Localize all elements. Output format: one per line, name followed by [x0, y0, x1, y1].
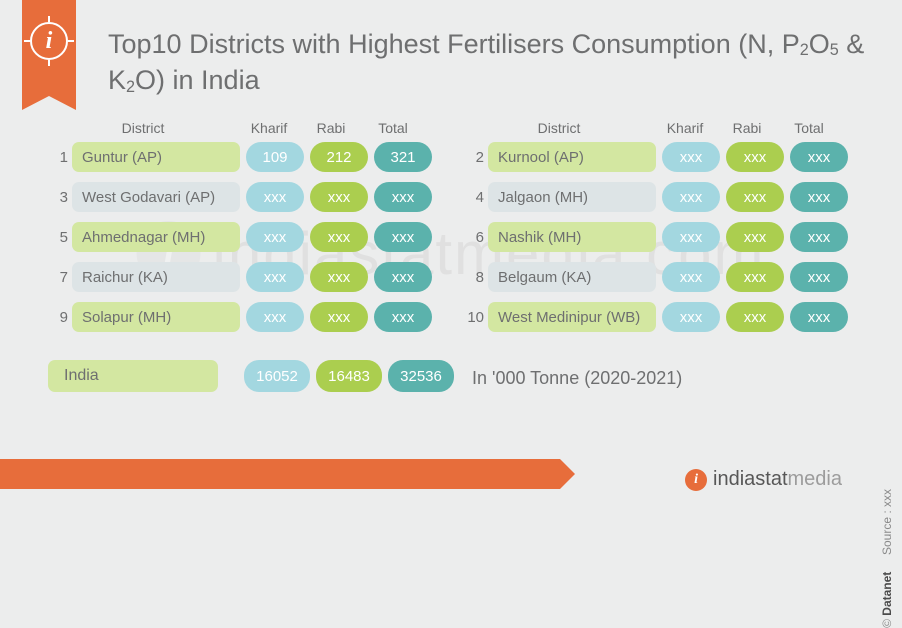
kharif-cell: xxx: [246, 182, 304, 212]
rank-cell: 10: [464, 309, 484, 326]
district-cell: Raichur (KA): [72, 262, 240, 292]
district-cell: Guntur (AP): [72, 142, 240, 172]
india-rabi-value: 16483: [316, 360, 382, 392]
kharif-cell: xxx: [662, 262, 720, 292]
kharif-cell: xxx: [662, 302, 720, 332]
district-cell: Ahmednagar (MH): [72, 222, 240, 252]
total-cell: xxx: [790, 182, 848, 212]
col-header-kharif: Kharif: [654, 120, 716, 136]
india-total-value: 32536: [388, 360, 454, 392]
total-cell: xxx: [374, 262, 432, 292]
kharif-cell: xxx: [246, 302, 304, 332]
col-header-total: Total: [362, 120, 424, 136]
rank-cell: 1: [48, 149, 68, 166]
kharif-cell: xxx: [662, 222, 720, 252]
table-header-row: District Kharif Rabi Total: [464, 120, 854, 136]
kharif-cell: xxx: [246, 222, 304, 252]
rank-cell: 5: [48, 229, 68, 246]
india-kharif-value: 16052: [244, 360, 310, 392]
source-sidebar: © Datanet Source : xxx: [880, 489, 894, 628]
total-cell: xxx: [790, 142, 848, 172]
table-row: 10West Medinipur (WB)xxxxxxxxx: [464, 302, 854, 332]
india-label: India: [48, 360, 218, 392]
district-cell: Jalgaon (MH): [488, 182, 656, 212]
total-cell: xxx: [790, 222, 848, 252]
kharif-cell: xxx: [662, 142, 720, 172]
total-cell: xxx: [374, 302, 432, 332]
rabi-cell: xxx: [310, 182, 368, 212]
table-row: 6Nashik (MH)xxxxxxxxx: [464, 222, 854, 252]
rabi-cell: xxx: [726, 262, 784, 292]
rank-cell: 7: [48, 269, 68, 286]
rank-cell: 3: [48, 189, 68, 206]
table-row: 7Raichur (KA)xxxxxxxxx: [48, 262, 438, 292]
table-row: 1Guntur (AP)109212321: [48, 142, 438, 172]
rabi-cell: xxx: [310, 222, 368, 252]
rabi-cell: xxx: [726, 182, 784, 212]
district-cell: Nashik (MH): [488, 222, 656, 252]
district-cell: Belgaum (KA): [488, 262, 656, 292]
rabi-cell: xxx: [726, 302, 784, 332]
brand-logo: i indiastatmedia: [685, 468, 842, 491]
rabi-cell: xxx: [310, 262, 368, 292]
total-cell: 321: [374, 142, 432, 172]
rank-cell: 8: [464, 269, 484, 286]
table-row: 4Jalgaon (MH)xxxxxxxxx: [464, 182, 854, 212]
info-icon: i: [30, 22, 68, 60]
total-cell: xxx: [790, 262, 848, 292]
total-cell: xxx: [374, 222, 432, 252]
rabi-cell: xxx: [726, 142, 784, 172]
col-header-district: District: [464, 120, 654, 136]
rabi-cell: xxx: [726, 222, 784, 252]
kharif-cell: xxx: [662, 182, 720, 212]
table-row: 3West Godavari (AP)xxxxxxxxx: [48, 182, 438, 212]
rabi-cell: 212: [310, 142, 368, 172]
district-cell: Solapur (MH): [72, 302, 240, 332]
unit-note: In '000 Tonne (2020-2021): [472, 368, 682, 389]
district-cell: West Godavari (AP): [72, 182, 240, 212]
data-table: District Kharif Rabi Total 1Guntur (AP)1…: [48, 120, 854, 342]
total-cell: xxx: [374, 182, 432, 212]
source-value: xxx: [880, 489, 894, 507]
rank-cell: 4: [464, 189, 484, 206]
page-title: Top10 Districts with Highest Fertilisers…: [108, 26, 902, 99]
rank-cell: 2: [464, 149, 484, 166]
rank-cell: 6: [464, 229, 484, 246]
col-header-total: Total: [778, 120, 840, 136]
total-cell: xxx: [790, 302, 848, 332]
district-cell: Kurnool (AP): [488, 142, 656, 172]
source-label: Source :: [880, 507, 894, 555]
col-header-rabi: Rabi: [716, 120, 778, 136]
table-row: 5Ahmednagar (MH)xxxxxxxxx: [48, 222, 438, 252]
rabi-cell: xxx: [310, 302, 368, 332]
india-summary-row: India 16052 16483 32536: [48, 360, 454, 392]
col-header-rabi: Rabi: [300, 120, 362, 136]
table-row: 8Belgaum (KA)xxxxxxxxx: [464, 262, 854, 292]
info-ribbon: i: [22, 0, 76, 96]
rank-cell: 9: [48, 309, 68, 326]
copyright-text: Datanet: [880, 572, 894, 616]
brand-icon: i: [685, 469, 707, 491]
table-row: 9Solapur (MH)xxxxxxxxx: [48, 302, 438, 332]
footer-accent-bar: [0, 459, 560, 489]
brand-text: indiastatmedia: [713, 468, 842, 491]
kharif-cell: 109: [246, 142, 304, 172]
col-header-kharif: Kharif: [238, 120, 300, 136]
district-cell: West Medinipur (WB): [488, 302, 656, 332]
table-row: 2Kurnool (AP)xxxxxxxxx: [464, 142, 854, 172]
kharif-cell: xxx: [246, 262, 304, 292]
table-header-row: District Kharif Rabi Total: [48, 120, 438, 136]
col-header-district: District: [48, 120, 238, 136]
